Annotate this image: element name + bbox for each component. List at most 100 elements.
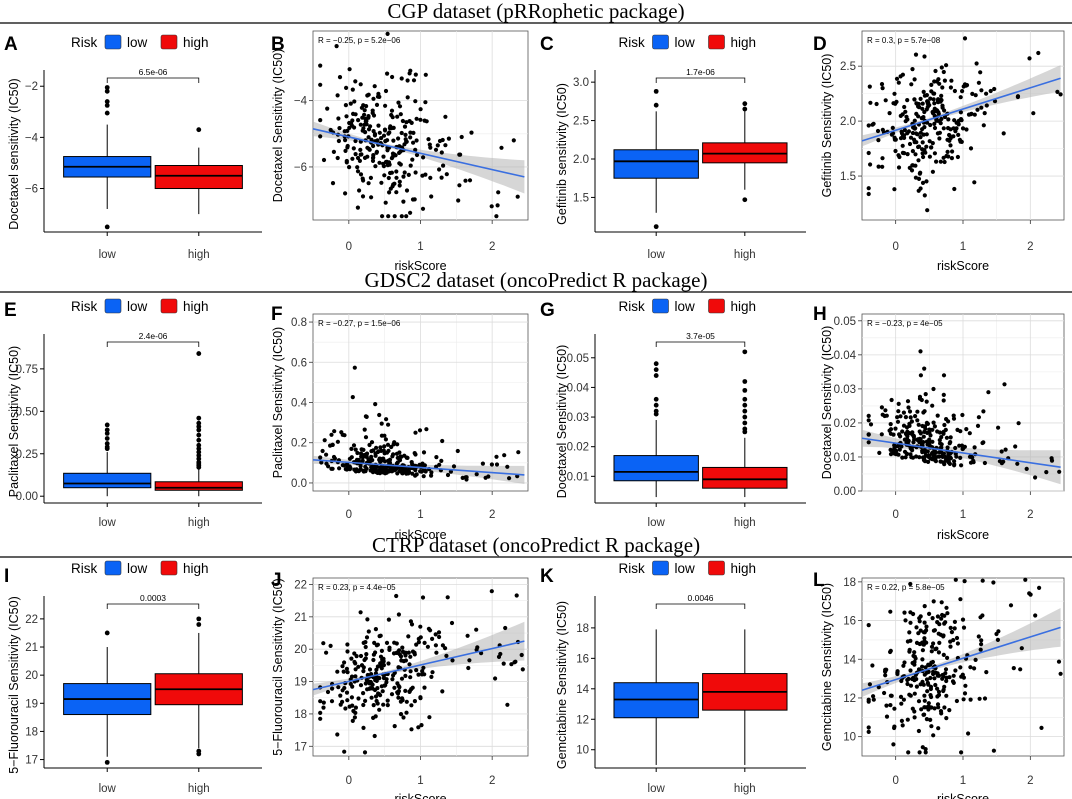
scatter-point xyxy=(931,97,936,102)
scatter-point xyxy=(1023,577,1028,582)
scatter-point xyxy=(1027,56,1032,61)
outlier-point-high xyxy=(196,751,202,757)
scatter-point xyxy=(897,154,902,160)
scatter-point xyxy=(912,137,917,142)
scatter-point xyxy=(898,414,903,419)
scatter-point xyxy=(921,89,926,94)
scatter-point xyxy=(369,195,374,200)
outlier-point-low xyxy=(653,102,659,108)
scatter-point xyxy=(880,164,885,169)
scatter-point xyxy=(433,147,439,152)
scatter-point xyxy=(879,405,885,410)
scatter-point xyxy=(329,432,334,437)
scatter-point xyxy=(874,101,879,107)
scatter-point xyxy=(949,78,954,83)
outlier-point-low xyxy=(104,630,110,636)
scatter-point xyxy=(1016,421,1021,426)
scatter-point xyxy=(404,188,410,193)
x-tick-label: high xyxy=(734,783,756,795)
legend-label-high: high xyxy=(183,35,209,50)
scatter-point xyxy=(991,580,996,585)
scatter-point xyxy=(413,147,418,152)
scatter-point xyxy=(381,154,386,159)
scatter-point xyxy=(915,437,920,443)
scatter-point xyxy=(952,626,957,631)
scatter-point xyxy=(899,701,904,706)
scatter-point xyxy=(345,698,350,703)
scatter-point xyxy=(895,419,901,424)
scatter-point xyxy=(343,148,348,153)
scatter-point xyxy=(388,186,393,191)
scatter-point xyxy=(942,705,947,710)
scatter-point xyxy=(992,99,998,104)
scatter-point xyxy=(498,651,503,657)
scatter-point xyxy=(357,188,362,193)
scatter-point xyxy=(945,611,950,616)
scatter-point xyxy=(443,114,448,119)
scatter-point xyxy=(421,474,426,479)
scatter-point xyxy=(923,392,928,397)
scatter-point xyxy=(350,87,355,92)
scatter-point xyxy=(440,137,445,143)
outlier-point-high xyxy=(742,387,748,393)
x-axis-title: riskScore xyxy=(937,259,989,273)
scatter-point xyxy=(397,104,403,109)
scatter-point xyxy=(950,149,955,154)
scatter-point xyxy=(1013,444,1018,449)
scatter-point xyxy=(953,668,958,673)
scatter-point xyxy=(520,667,525,672)
scatter-point xyxy=(384,640,390,646)
scatter-point xyxy=(369,449,374,454)
scatter-point xyxy=(941,652,946,658)
correlation-stat: R = −0.27, p = 1.5e−06 xyxy=(318,319,401,328)
scatter-point xyxy=(920,106,925,111)
scatter-point xyxy=(358,610,363,615)
scatter-point xyxy=(1019,646,1024,651)
outlier-point-low xyxy=(653,361,659,367)
x-tick-label: low xyxy=(99,783,117,795)
outlier-point-high xyxy=(196,453,202,458)
outlier-point-high xyxy=(196,442,202,448)
scatter-point xyxy=(936,726,941,731)
scatter-point xyxy=(399,130,404,136)
y-axis-title: Docetaxel Sensitivity (IC50) xyxy=(555,345,569,499)
scatter-point xyxy=(385,138,390,143)
scatter-point xyxy=(459,134,464,140)
pvalue-bracket xyxy=(655,77,746,83)
scatter-point xyxy=(392,640,397,645)
scatter-point xyxy=(962,579,967,584)
scatter-point xyxy=(428,175,433,180)
scatter-point xyxy=(900,429,905,434)
x-axis-title: riskScore xyxy=(394,792,446,799)
scatter-point xyxy=(972,666,977,671)
scatter-point xyxy=(902,128,908,133)
scatter-point xyxy=(408,675,413,680)
scatter-point xyxy=(928,96,933,101)
scatter-point xyxy=(912,715,917,720)
scatter-point xyxy=(882,690,887,696)
scatter-point xyxy=(373,650,378,655)
scatter-point xyxy=(895,670,900,675)
scatter-point xyxy=(954,698,960,704)
scatter-point xyxy=(1055,89,1060,94)
scatter-point xyxy=(328,643,333,649)
scatter-point xyxy=(916,144,921,150)
scatter-point xyxy=(963,683,968,688)
scatter-point xyxy=(877,450,882,455)
scatter-point xyxy=(931,599,936,604)
scatter-point xyxy=(443,143,448,148)
scatter-point xyxy=(340,688,345,693)
outlier-point-high xyxy=(742,414,748,420)
correlation-stat: R = −0.23, p = 4e−05 xyxy=(867,319,943,328)
scatter-point xyxy=(353,152,358,157)
scatter-point xyxy=(410,685,415,690)
scatter-point xyxy=(919,397,924,403)
scatter-point xyxy=(380,689,385,694)
scatter-point xyxy=(399,658,404,663)
scatter-point xyxy=(923,453,928,458)
scatter-point xyxy=(397,183,402,188)
panel-letter-h: H xyxy=(813,304,827,325)
y-tick-label: 0.04 xyxy=(567,382,590,394)
scatter-point xyxy=(404,120,409,125)
y-tick-label: 19 xyxy=(294,677,307,689)
